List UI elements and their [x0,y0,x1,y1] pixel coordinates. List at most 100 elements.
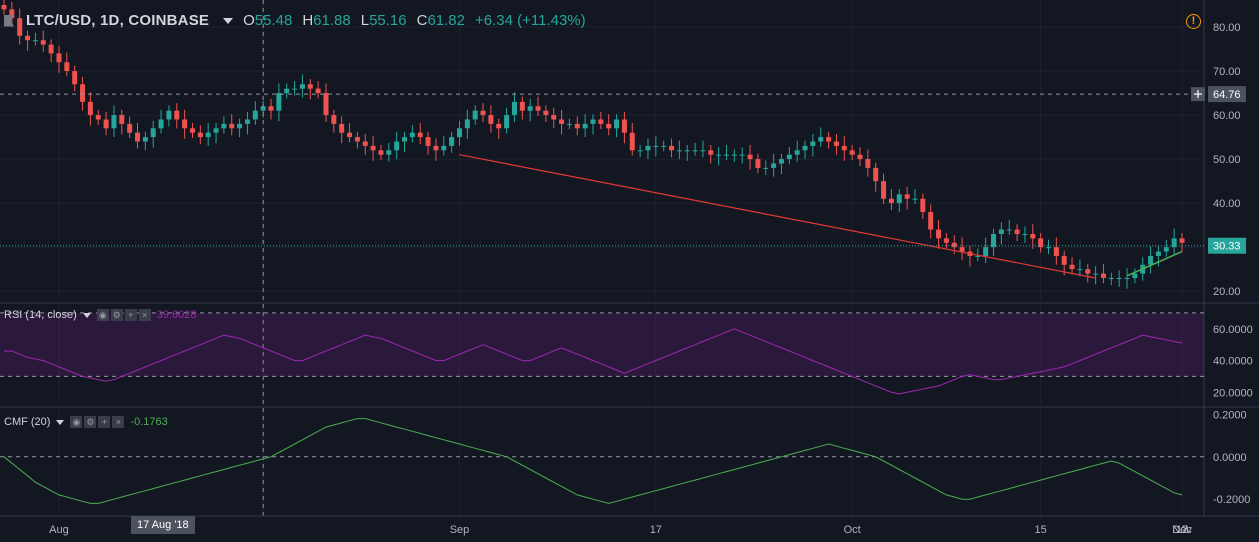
candle-body [40,40,46,45]
candle-body [1,5,7,10]
candle-body [1148,255,1154,265]
candle-body [174,110,180,120]
price-tick-label: 60.00 [1213,110,1241,122]
candle-body [64,62,70,72]
candle-body [771,163,777,168]
last-price-label: 30.33 [1213,241,1241,253]
candle-body [252,110,258,120]
candle-body [755,159,761,168]
close-icon[interactable]: × [138,309,151,321]
candle-body [676,150,682,152]
rsi-value: 39.6028 [156,309,197,321]
rsi-tick-label: 20.0000 [1213,387,1253,399]
candle-body [936,229,942,239]
cmf-tick-label: 0.2000 [1213,409,1247,421]
candle-body [833,141,839,146]
candle-body [1100,273,1106,278]
candle-body [1171,238,1177,248]
cmf-line [3,418,1183,504]
candle-body [378,150,384,155]
candle-body [237,123,243,129]
candle-body [896,194,902,204]
candle-body [692,150,698,152]
candle-body [1045,247,1051,249]
candle-body [943,238,949,243]
rsi-tick-label: 40.0000 [1213,356,1253,368]
gear-icon[interactable]: ⚙ [84,416,97,428]
gear-icon[interactable]: ⚙ [110,309,123,321]
ohlc-high: H61.88 [302,12,351,29]
time-tick-label: 12 [1176,524,1188,536]
cmf-tick-label: 0.0000 [1213,452,1247,464]
candle-body [598,119,604,124]
candle-body [299,84,305,89]
price-tick-label: 70.00 [1213,66,1241,78]
candle-body [347,132,353,138]
cmf-legend-label[interactable]: CMF (20) [4,416,51,428]
eye-icon[interactable]: ◉ [96,309,109,321]
candle-body [1006,229,1012,231]
cmf-dropdown-icon[interactable] [56,419,65,425]
ohlc-change: +6.34 (+11.43%) [475,12,586,29]
candle-body [449,137,455,146]
candle-body [402,137,408,142]
candle-body [1116,277,1122,279]
ohlc-open: O55.48 [243,12,293,29]
candle-body [841,145,847,151]
candle-body [1022,233,1028,235]
symbol-title[interactable]: LTC/USD, 1D, COINBASE [26,12,210,29]
time-tick-label: 15 [1035,524,1047,536]
candle-body [614,119,620,129]
candle-body [1093,273,1099,275]
time-tick-label: Dec [1172,524,1192,536]
candle-body [394,141,400,151]
eye-icon[interactable]: ◉ [70,416,83,428]
candle-body [1069,264,1075,270]
cmf-buttons: ◉ ⚙ + × [70,416,125,428]
rsi-legend-label[interactable]: RSI (14, close) [4,309,77,321]
candle-body [559,119,565,124]
last-price-tag [1208,237,1246,254]
candle-body [362,141,368,146]
candle-body [307,84,313,89]
candle-body [504,115,510,129]
candle-body [189,128,195,133]
close-icon[interactable]: × [112,416,125,428]
candle-body [276,93,282,111]
candle-body [724,154,730,156]
candle-body [1085,269,1091,274]
candle-body [197,132,203,138]
candle-body [1179,238,1185,243]
candle-body [456,128,462,138]
candle-body [669,145,675,151]
warning-icon[interactable]: ! [1186,14,1201,29]
ohlc-low: L55.16 [360,12,407,29]
symbol-dropdown-icon[interactable] [223,17,234,24]
candle-body [716,154,722,156]
candle-body [920,198,926,212]
price-tick-label: 80.00 [1213,22,1241,34]
candle-body [708,150,714,155]
candle-body [873,167,879,182]
plus-icon[interactable]: + [124,309,137,321]
candle-body [103,119,109,129]
candle-body [574,123,580,129]
chart-header: LTC/USD, 1D, COINBASE O55.48 H61.88 L55.… [4,12,586,29]
candle-body [142,137,148,142]
rsi-band [0,312,1204,377]
crosshair-price-tag [1208,86,1246,103]
candle-body [661,145,667,147]
candle-body [80,84,86,102]
rsi-dropdown-icon[interactable] [82,312,91,318]
candle-body [1061,255,1067,265]
candle-body [135,132,141,142]
candle-body [17,18,23,36]
candle-body [409,132,415,138]
candle-body [928,211,934,230]
candle-body [56,53,62,63]
candle-body [292,88,298,90]
candle-body [645,145,651,151]
plus-icon[interactable]: + [98,416,111,428]
